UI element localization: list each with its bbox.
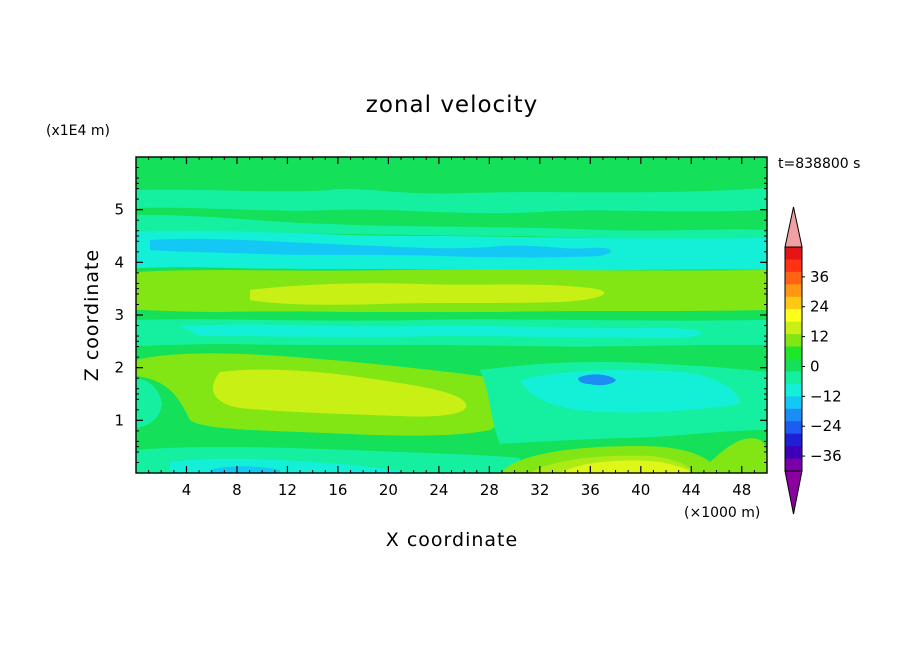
x-tick-label: 4 [182, 481, 192, 499]
x-tick-label: 12 [278, 481, 297, 499]
colorbar-swatch [785, 433, 802, 447]
contour-field [136, 157, 767, 473]
colorbar-swatch [785, 321, 802, 335]
contour-region-top-band-2 [136, 214, 767, 240]
contour-region-top-band [136, 188, 767, 214]
colorbar-swatch [785, 309, 802, 323]
colorbar-label: −24 [810, 417, 842, 435]
colorbar-swatch [785, 247, 802, 260]
colorbar-label: −12 [810, 387, 842, 405]
x-axis-label: X coordinate [386, 529, 518, 551]
y-tick-label: 5 [114, 201, 124, 219]
contour-region-lower-left-core [212, 369, 467, 417]
time-label: t=838800 s [778, 156, 860, 172]
colorbar-labels: −36 −24 −12 0 12 24 36 [802, 268, 842, 465]
colorbar-swatch [785, 284, 802, 298]
y-axis-ticks: 1 2 3 4 5 [114, 167, 767, 463]
colorbar-label: 12 [810, 328, 829, 346]
contour-region-band-z43-core [150, 238, 611, 258]
colorbar-swatch [785, 371, 802, 385]
x-tick-label: 8 [232, 481, 242, 499]
colorbar-label: 24 [810, 298, 829, 316]
colorbar-swatch [785, 446, 802, 459]
colorbar-swatch [785, 421, 802, 435]
x-tick-label: 40 [631, 481, 650, 499]
contour-region-band-z27-core [180, 324, 702, 338]
colorbar-under-triangle [784, 470, 803, 515]
colorbar-over-triangle [784, 206, 803, 248]
contour-region-bottom-right-core-2 [530, 455, 690, 473]
x-tick-label: 24 [429, 481, 448, 499]
x-tick-label: 20 [379, 481, 398, 499]
x-tick-label: 28 [480, 481, 499, 499]
x-tick-label: 32 [530, 481, 549, 499]
contour-region-line-z3 [136, 312, 767, 320]
x-axis-ticks: 4 8 12 16 20 24 28 32 36 40 44 48 [148, 157, 755, 499]
colorbar-swatch [785, 259, 802, 273]
colorbar-swatch [785, 334, 802, 347]
colorbar-label: 36 [810, 268, 829, 286]
colorbar [784, 206, 803, 515]
y-tick-label: 3 [114, 306, 124, 324]
colorbar-swatch [785, 408, 802, 422]
colorbar-label: 0 [810, 357, 820, 375]
colorbar-swatch [785, 359, 802, 372]
y-tick-label: 4 [114, 253, 124, 271]
x-unit-label: (×1000 m) [684, 505, 760, 521]
y-tick-label: 1 [114, 411, 124, 429]
x-tick-label: 48 [732, 481, 751, 499]
colorbar-swatch [785, 271, 802, 285]
colorbar-swatch [785, 458, 802, 472]
x-tick-label: 16 [328, 481, 347, 499]
colorbar-frame [784, 246, 803, 472]
y-tick-label: 2 [114, 359, 124, 377]
y-axis-label: Z coordinate [81, 249, 103, 381]
colorbar-swatch [785, 396, 802, 410]
chart-title: zonal velocity [366, 92, 538, 118]
x-tick-label: 44 [682, 481, 701, 499]
contour-region-min-spot [578, 374, 616, 386]
colorbar-label: −36 [810, 447, 842, 465]
colorbar-swatch [785, 296, 802, 310]
x-tick-label: 36 [581, 481, 600, 499]
y-unit-label: (x1E4 m) [46, 123, 110, 139]
colorbar-swatch [785, 383, 802, 397]
contour-region-left-edge [136, 378, 162, 428]
contour-region-lower-right-core [520, 370, 740, 413]
colorbar-swatch [785, 346, 802, 360]
contour-region-band-z33-core [250, 283, 605, 305]
